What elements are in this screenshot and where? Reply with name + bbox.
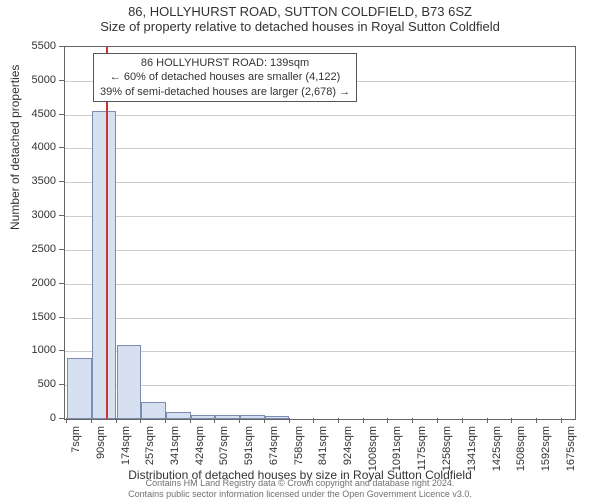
y-tick-label: 5000 <box>14 74 56 86</box>
x-tick-label: 758sqm <box>293 426 305 474</box>
y-tick-label: 2000 <box>14 277 56 289</box>
histogram-bar <box>166 412 191 419</box>
x-tick-label: 674sqm <box>268 426 280 474</box>
x-tick-label: 924sqm <box>342 426 354 474</box>
x-tick-label: 1175sqm <box>416 426 428 474</box>
histogram-bar <box>240 415 265 419</box>
gridline <box>65 318 575 319</box>
gridline <box>65 216 575 217</box>
x-tick-label: 257sqm <box>144 426 156 474</box>
y-tick-label: 4500 <box>14 108 56 120</box>
x-tick-label: 174sqm <box>120 426 132 474</box>
y-tick-label: 4000 <box>14 141 56 153</box>
annotation-line3: 39% of semi-detached houses are larger (… <box>100 85 350 99</box>
histogram-bar <box>92 111 117 419</box>
y-tick-label: 0 <box>14 412 56 424</box>
annotation-box: 86 HOLLYHURST ROAD: 139sqm ← 60% of deta… <box>93 53 357 102</box>
annotation-line2: ← 60% of detached houses are smaller (4,… <box>100 70 350 84</box>
histogram-bar <box>191 415 216 419</box>
histogram-bar <box>265 416 290 419</box>
x-tick-label: 1341sqm <box>466 426 478 474</box>
x-tick-label: 1675sqm <box>565 426 577 474</box>
y-tick-label: 3500 <box>14 175 56 187</box>
gridline <box>65 182 575 183</box>
histogram-bar <box>141 402 166 419</box>
x-tick-label: 1508sqm <box>515 426 527 474</box>
x-tick-label: 591sqm <box>243 426 255 474</box>
footer: Contains HM Land Registry data © Crown c… <box>0 478 600 499</box>
histogram-bar <box>67 358 92 419</box>
gridline <box>65 351 575 352</box>
x-tick-label: 90sqm <box>95 426 107 474</box>
y-tick-label: 1000 <box>14 344 56 356</box>
x-tick-label: 1258sqm <box>441 426 453 474</box>
title-line1: 86, HOLLYHURST ROAD, SUTTON COLDFIELD, B… <box>0 4 600 19</box>
y-tick-label: 2500 <box>14 243 56 255</box>
gridline <box>65 115 575 116</box>
gridline <box>65 148 575 149</box>
title-line2: Size of property relative to detached ho… <box>0 19 600 34</box>
histogram-bar <box>215 415 240 419</box>
y-tick-label: 5500 <box>14 40 56 52</box>
chart-container: 86, HOLLYHURST ROAD, SUTTON COLDFIELD, B… <box>0 0 600 500</box>
y-tick-label: 1500 <box>14 311 56 323</box>
y-tick-label: 3000 <box>14 209 56 221</box>
histogram-bar <box>117 345 142 419</box>
x-tick-label: 1592sqm <box>540 426 552 474</box>
x-tick-label: 507sqm <box>218 426 230 474</box>
reference-line <box>106 47 108 419</box>
gridline <box>65 385 575 386</box>
gridline <box>65 284 575 285</box>
footer-line2: Contains public sector information licen… <box>0 489 600 499</box>
x-tick-label: 7sqm <box>70 426 82 474</box>
x-tick-label: 424sqm <box>194 426 206 474</box>
title-block: 86, HOLLYHURST ROAD, SUTTON COLDFIELD, B… <box>0 0 600 34</box>
x-tick-label: 341sqm <box>169 426 181 474</box>
x-tick-label: 841sqm <box>317 426 329 474</box>
y-tick-label: 500 <box>14 378 56 390</box>
plot-area: 86 HOLLYHURST ROAD: 139sqm ← 60% of deta… <box>64 46 576 420</box>
footer-line1: Contains HM Land Registry data © Crown c… <box>0 478 600 488</box>
x-tick-label: 1425sqm <box>491 426 503 474</box>
x-tick-label: 1091sqm <box>391 426 403 474</box>
gridline <box>65 250 575 251</box>
x-tick-label: 1008sqm <box>367 426 379 474</box>
annotation-line1: 86 HOLLYHURST ROAD: 139sqm <box>100 56 350 70</box>
